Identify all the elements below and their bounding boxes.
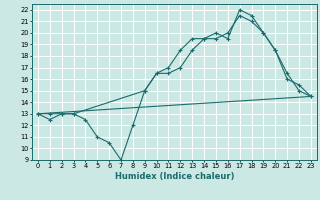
X-axis label: Humidex (Indice chaleur): Humidex (Indice chaleur) — [115, 172, 234, 181]
